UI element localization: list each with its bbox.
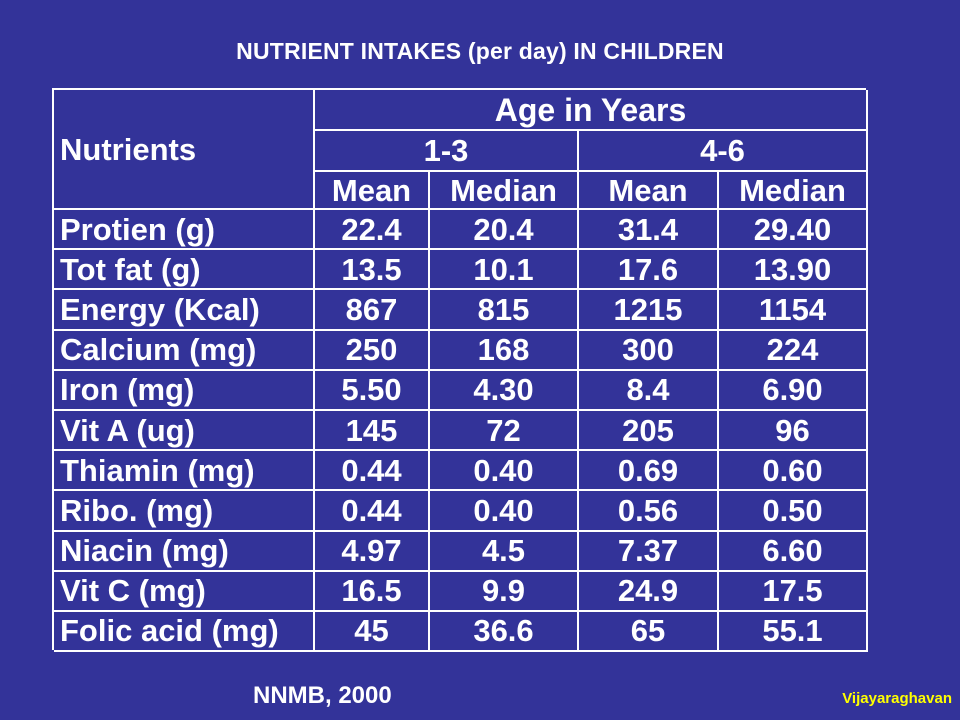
value-median-4-6: 0.60 [719, 451, 868, 492]
value-median-4-6: 0.50 [719, 491, 868, 532]
value-median-1-3: 4.30 [430, 370, 579, 411]
nutrient-label: Ribo. (mg) [54, 491, 315, 532]
subheader-mean-4-6: Mean [579, 172, 719, 210]
value-median-1-3: 0.40 [430, 491, 579, 532]
value-median-4-6: 6.90 [719, 370, 868, 411]
value-median-1-3: 36.6 [430, 611, 579, 653]
nutrient-label: Folic acid (mg) [54, 611, 315, 653]
value-mean-4-6: 1215 [579, 290, 719, 331]
nutrient-label: Iron (mg) [54, 370, 315, 411]
value-median-4-6: 29.40 [719, 210, 868, 251]
value-median-1-3: 0.40 [430, 451, 579, 492]
nutrient-label: Niacin (mg) [54, 531, 315, 572]
slide-title: NUTRIENT INTAKES (per day) IN CHILDREN [236, 38, 724, 64]
value-median-1-3: 72 [430, 410, 579, 452]
value-mean-4-6: 65 [579, 611, 719, 653]
value-mean-4-6: 300 [579, 330, 719, 371]
value-median-1-3: 168 [430, 330, 579, 371]
value-mean-1-3: 16.5 [315, 571, 430, 612]
nutrient-label: Energy (Kcal) [54, 290, 315, 331]
subheader-median-4-6: Median [719, 172, 868, 210]
nutrient-table: Nutrients Age in Years 1-3 4-6 Mean Medi… [52, 88, 868, 653]
value-median-1-3: 10.1 [430, 250, 579, 291]
value-mean-1-3: 4.97 [315, 531, 430, 572]
value-mean-4-6: 17.6 [579, 250, 719, 291]
value-median-4-6: 55.1 [719, 611, 868, 653]
value-mean-4-6: 8.4 [579, 370, 719, 411]
value-median-4-6: 6.60 [719, 531, 868, 572]
value-median-1-3: 815 [430, 290, 579, 331]
value-median-4-6: 1154 [719, 290, 868, 331]
value-mean-1-3: 145 [315, 410, 430, 452]
nutrient-label: Vit A (ug) [54, 410, 315, 452]
source-citation: NNMB, 2000 [253, 682, 392, 709]
value-median-4-6: 224 [719, 330, 868, 371]
value-mean-1-3: 22.4 [315, 210, 430, 251]
value-mean-1-3: 0.44 [315, 451, 430, 492]
author-credit: Vijayaraghavan [842, 690, 952, 707]
age-group-header: Age in Years [315, 90, 868, 131]
value-mean-4-6: 205 [579, 410, 719, 452]
nutrient-label: Protien (g) [54, 210, 315, 251]
value-mean-1-3: 250 [315, 330, 430, 371]
value-mean-4-6: 0.56 [579, 491, 719, 532]
value-mean-1-3: 0.44 [315, 491, 430, 532]
nutrient-label: Vit C (mg) [54, 571, 315, 612]
value-mean-1-3: 45 [315, 611, 430, 653]
value-median-4-6: 96 [719, 410, 868, 452]
value-median-1-3: 20.4 [430, 210, 579, 251]
value-mean-4-6: 24.9 [579, 571, 719, 612]
value-mean-4-6: 7.37 [579, 531, 719, 572]
nutrient-label: Thiamin (mg) [54, 451, 315, 492]
value-mean-4-6: 0.69 [579, 451, 719, 492]
nutrient-label: Calcium (mg) [54, 330, 315, 371]
value-median-1-3: 9.9 [430, 571, 579, 612]
value-mean-1-3: 867 [315, 290, 430, 331]
subheader-median-1-3: Median [430, 172, 579, 210]
value-mean-1-3: 5.50 [315, 370, 430, 411]
age-group-1-3: 1-3 [315, 131, 579, 172]
age-group-4-6: 4-6 [579, 131, 868, 172]
value-mean-1-3: 13.5 [315, 250, 430, 291]
value-mean-4-6: 31.4 [579, 210, 719, 251]
value-median-4-6: 17.5 [719, 571, 868, 612]
nutrients-column-header: Nutrients [54, 90, 315, 210]
subheader-mean-1-3: Mean [315, 172, 430, 210]
value-median-1-3: 4.5 [430, 531, 579, 572]
value-median-4-6: 13.90 [719, 250, 868, 291]
nutrient-label: Tot fat (g) [54, 250, 315, 291]
